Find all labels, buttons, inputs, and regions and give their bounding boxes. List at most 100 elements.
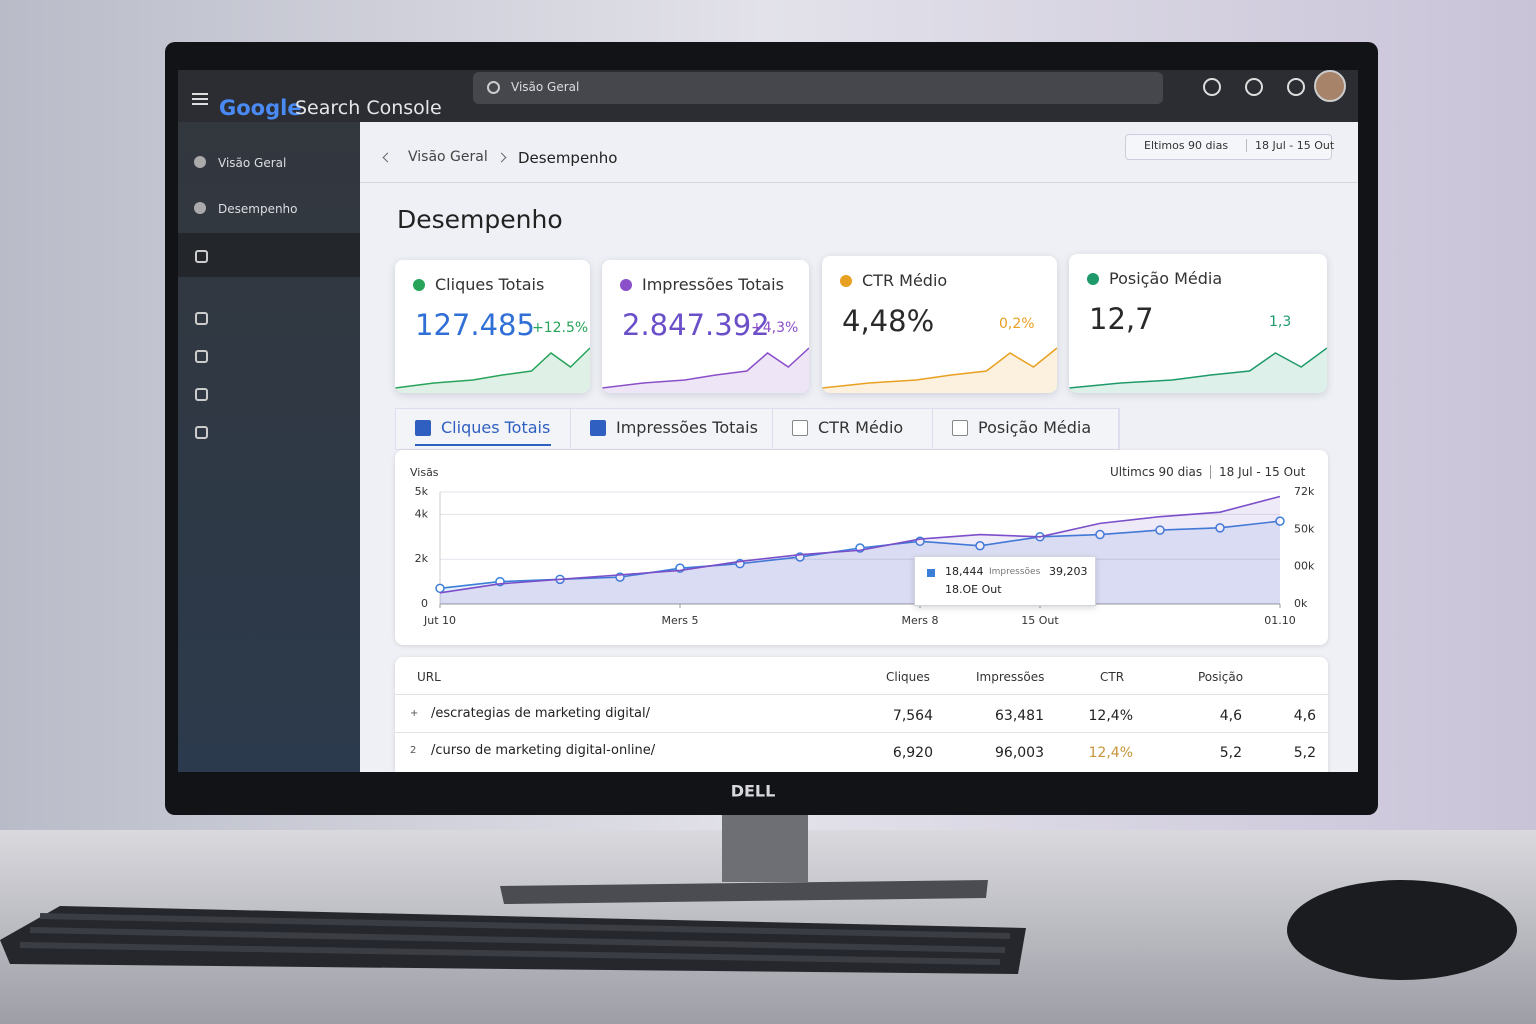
y-tick-label: 2k — [415, 552, 429, 565]
search-icon — [487, 81, 500, 94]
tab-label: Impressões Totais — [616, 418, 758, 437]
y-tick-label: 4k — [415, 507, 429, 520]
metric-card[interactable]: CTR Médio 4,48% 0,2% — [822, 256, 1057, 393]
sidebar-icon[interactable] — [195, 312, 208, 325]
sidebar-icon[interactable] — [195, 250, 208, 263]
table-cell: 7,564 — [892, 708, 933, 724]
url-cell[interactable]: /escrategias de marketing digital/ — [431, 706, 650, 721]
sparkline-area — [1069, 348, 1327, 393]
data-point — [435, 583, 445, 594]
data-point — [1155, 525, 1165, 535]
table-header[interactable]: Cliques — [886, 670, 930, 684]
stand-neck — [722, 812, 808, 882]
sidebar-icon[interactable] — [195, 388, 208, 401]
card-change: 1,3 — [1269, 314, 1292, 330]
data-point — [1275, 516, 1285, 526]
table-divider — [395, 694, 1328, 695]
card-title: Posição Média — [1109, 269, 1223, 288]
sparkline-line — [1069, 347, 1327, 389]
tab-checkbox[interactable] — [415, 420, 431, 436]
mouse — [1287, 880, 1517, 980]
metric-tab[interactable]: Cliques Totais — [395, 408, 571, 448]
data-point — [1215, 523, 1225, 533]
chart-period: Ultimcs 90 dias — [1110, 465, 1203, 479]
date-pill[interactable]: Eltimos 90 dias 18 Jul - 15 Out — [1125, 134, 1334, 160]
tab-label: CTR Médio — [818, 418, 904, 437]
sparkline-line — [822, 347, 1057, 389]
sparkline — [602, 347, 809, 393]
x-tick-label: Mers 5 — [661, 614, 698, 627]
x-tick-label: Jut 10 — [423, 614, 456, 627]
data-point — [975, 541, 985, 551]
sidebar-item[interactable]: Desempenho — [218, 202, 298, 216]
x-tick-label: 15 Out — [1021, 614, 1059, 627]
y-tick-label: 5k — [415, 485, 429, 498]
sparkline — [822, 347, 1057, 393]
tooltip-date: 18.OE Out — [945, 583, 1002, 596]
logo-google: Google — [219, 96, 302, 120]
tab-checkbox[interactable] — [792, 420, 808, 436]
breadcrumb-item[interactable]: Visão Geral — [408, 149, 488, 165]
header-icon[interactable] — [1203, 78, 1221, 96]
card-change: +4,3% — [751, 320, 799, 336]
menu-icon[interactable] — [192, 98, 208, 100]
card-value: 4,48% — [842, 304, 935, 338]
table-header[interactable]: Posição — [1198, 670, 1244, 684]
card-value: 127.485 — [415, 308, 535, 342]
header-divider — [360, 182, 1358, 183]
logo-product: Search Console — [295, 97, 442, 119]
keys — [19, 913, 1011, 965]
sidebar-active — [178, 233, 360, 277]
breadcrumb-item[interactable]: Desempenho — [518, 149, 618, 167]
search-box[interactable]: Visão Geral — [473, 72, 1163, 104]
search-text: Visão Geral — [511, 80, 580, 94]
tab-checkbox[interactable] — [590, 420, 606, 436]
metric-tab[interactable]: Posição Média — [932, 408, 1119, 448]
table-header: URL — [417, 670, 441, 684]
table-header[interactable]: CTR — [1100, 670, 1125, 684]
metric-card[interactable]: Posição Média 12,7 1,3 — [1069, 254, 1327, 393]
tab-checkbox[interactable] — [952, 420, 968, 436]
date-dates: 18 Jul - 15 Out — [1246, 139, 1334, 152]
series-line — [439, 495, 1281, 594]
sidebar-item[interactable]: Visão Geral — [218, 156, 287, 170]
sidebar-icon[interactable] — [195, 426, 208, 439]
y2-tick-label: 0k — [1294, 597, 1308, 610]
sidebar — [178, 122, 360, 772]
card-value: 12,7 — [1089, 302, 1154, 336]
avatar[interactable] — [1314, 70, 1346, 102]
header-icon[interactable] — [1287, 78, 1305, 96]
metric-tab[interactable]: Impressões Totais — [570, 408, 773, 448]
sparkline-area — [602, 348, 809, 393]
chart-dates: 18 Jul - 15 Out — [1210, 465, 1305, 479]
tab-underline — [415, 444, 551, 446]
card-title: Cliques Totais — [435, 275, 545, 294]
sidebar-icon — [194, 156, 206, 168]
sidebar-icon[interactable] — [195, 350, 208, 363]
table-header[interactable]: Impressões — [976, 670, 1045, 684]
stand-base — [500, 880, 988, 904]
metric-tab[interactable]: CTR Médio — [772, 408, 933, 448]
page-title: Desempenho — [397, 205, 563, 234]
y2-tick-label: 00k — [1294, 560, 1315, 573]
url-cell[interactable]: /curso de marketing digital-online/ — [431, 743, 656, 758]
metric-card[interactable]: Cliques Totais 127.485 +12.5% — [395, 260, 590, 393]
metric-card[interactable]: Impressões Totais 2.847.392 +4,3% — [602, 260, 809, 393]
sparkline-line — [602, 347, 809, 389]
card-dot — [620, 279, 632, 291]
y-tick-label: 0 — [421, 597, 428, 610]
tab-bar — [395, 408, 1120, 450]
table-cell: + — [410, 708, 419, 719]
data-point — [1095, 529, 1105, 540]
table-cell: 12,4% — [1088, 708, 1133, 724]
sparkline-line — [395, 347, 590, 389]
table-cell: 5,2 — [1293, 745, 1316, 761]
date-period: Eltimos 90 dias — [1144, 139, 1229, 152]
x-tick-label: Mers 8 — [901, 614, 938, 627]
tooltip-label: Impressões — [989, 567, 1041, 577]
header-icon[interactable] — [1245, 78, 1263, 96]
table-divider — [395, 732, 1328, 733]
sparkline — [1069, 347, 1327, 393]
